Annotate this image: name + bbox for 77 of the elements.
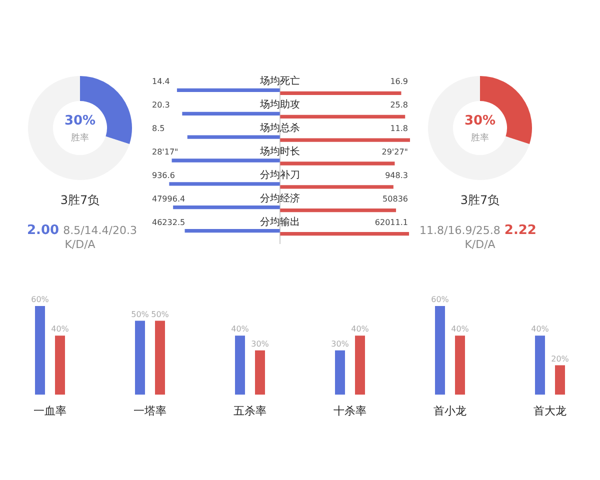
data-label: 40% xyxy=(451,324,470,334)
text: K/D/A xyxy=(64,238,96,251)
category-label: 场均死亡 xyxy=(260,76,300,88)
bar xyxy=(280,208,396,212)
data-label: 40% xyxy=(51,324,70,334)
text: K/D/A xyxy=(464,238,496,251)
bar xyxy=(280,138,410,142)
bar xyxy=(187,135,280,139)
bar xyxy=(55,336,65,395)
text: 3胜7负 xyxy=(60,193,100,207)
text: 11.8/16.9/25.8 xyxy=(420,224,500,237)
annotation: 14.4 xyxy=(152,77,170,86)
category-label: 场均时长 xyxy=(260,146,300,158)
bar xyxy=(335,350,345,395)
category-label: 分均经济 xyxy=(260,193,300,204)
annotation: 50836 xyxy=(382,194,408,204)
bar xyxy=(235,336,245,395)
bar xyxy=(455,336,465,395)
category-label: 分均输出 xyxy=(260,216,300,228)
annotation: 28'17" xyxy=(152,148,178,156)
annotation: 29'27" xyxy=(382,148,408,156)
bar xyxy=(176,88,280,92)
bar xyxy=(435,306,445,395)
category-label: 场均助攻 xyxy=(260,100,300,111)
category-label: 场均总杀 xyxy=(260,123,300,134)
annotation: 20.3 xyxy=(152,100,170,110)
annotation: 46232.5 xyxy=(152,218,186,227)
data-label: 30% xyxy=(331,339,350,348)
bar xyxy=(184,228,280,233)
text: 8.5/14.4/20.3 xyxy=(63,224,137,237)
bar xyxy=(135,320,145,395)
annotation: 936.6 xyxy=(152,170,175,180)
data-label: 60% xyxy=(31,295,50,304)
bar xyxy=(280,162,395,166)
x-tick-label: 首小龙 xyxy=(434,404,466,418)
data-label: 40% xyxy=(531,324,550,334)
data-label: 30% xyxy=(64,113,96,128)
annotation: 16.9 xyxy=(390,77,408,86)
text: 3胜7负 xyxy=(460,193,500,207)
category-label: 分均补刀 xyxy=(260,170,300,181)
bar xyxy=(280,185,394,189)
x-tick-label: 十杀率 xyxy=(334,404,366,418)
bar xyxy=(355,336,365,395)
annotation: 25.8 xyxy=(390,100,408,110)
data-label: 50% xyxy=(131,310,150,319)
text: 2.00 xyxy=(27,223,60,238)
bar xyxy=(280,114,406,118)
data-label: 40% xyxy=(351,324,370,334)
bar xyxy=(172,158,280,162)
bar xyxy=(280,232,410,236)
data-label: 30% xyxy=(464,113,496,128)
slice-label: 胜率 xyxy=(471,132,489,144)
x-tick-label: 一塔率 xyxy=(134,404,166,418)
bar xyxy=(555,365,565,395)
bar xyxy=(35,306,45,395)
data-label: 50% xyxy=(151,310,170,319)
x-tick-label: 五杀率 xyxy=(234,404,266,418)
text: 2.22 xyxy=(504,223,536,238)
bar xyxy=(173,206,280,210)
slice-label: 胜率 xyxy=(71,132,89,144)
data-label: 20% xyxy=(551,354,570,364)
bar xyxy=(280,91,402,96)
bar xyxy=(169,182,280,186)
data-label: 30% xyxy=(251,339,270,348)
annotation: 47996.4 xyxy=(152,194,186,204)
annotation: 11.8 xyxy=(390,124,408,134)
bar xyxy=(535,336,545,395)
text: 8.5 xyxy=(152,124,165,134)
x-tick-label: 一血率 xyxy=(34,404,66,418)
bar xyxy=(182,112,280,116)
annotation: 948.3 xyxy=(385,170,408,180)
bar xyxy=(255,350,265,395)
x-tick-label: 首大龙 xyxy=(534,404,566,418)
data-label: 40% xyxy=(231,324,250,334)
annotation: 62011.1 xyxy=(374,218,408,227)
bar xyxy=(155,320,165,395)
data-label: 60% xyxy=(431,295,450,304)
